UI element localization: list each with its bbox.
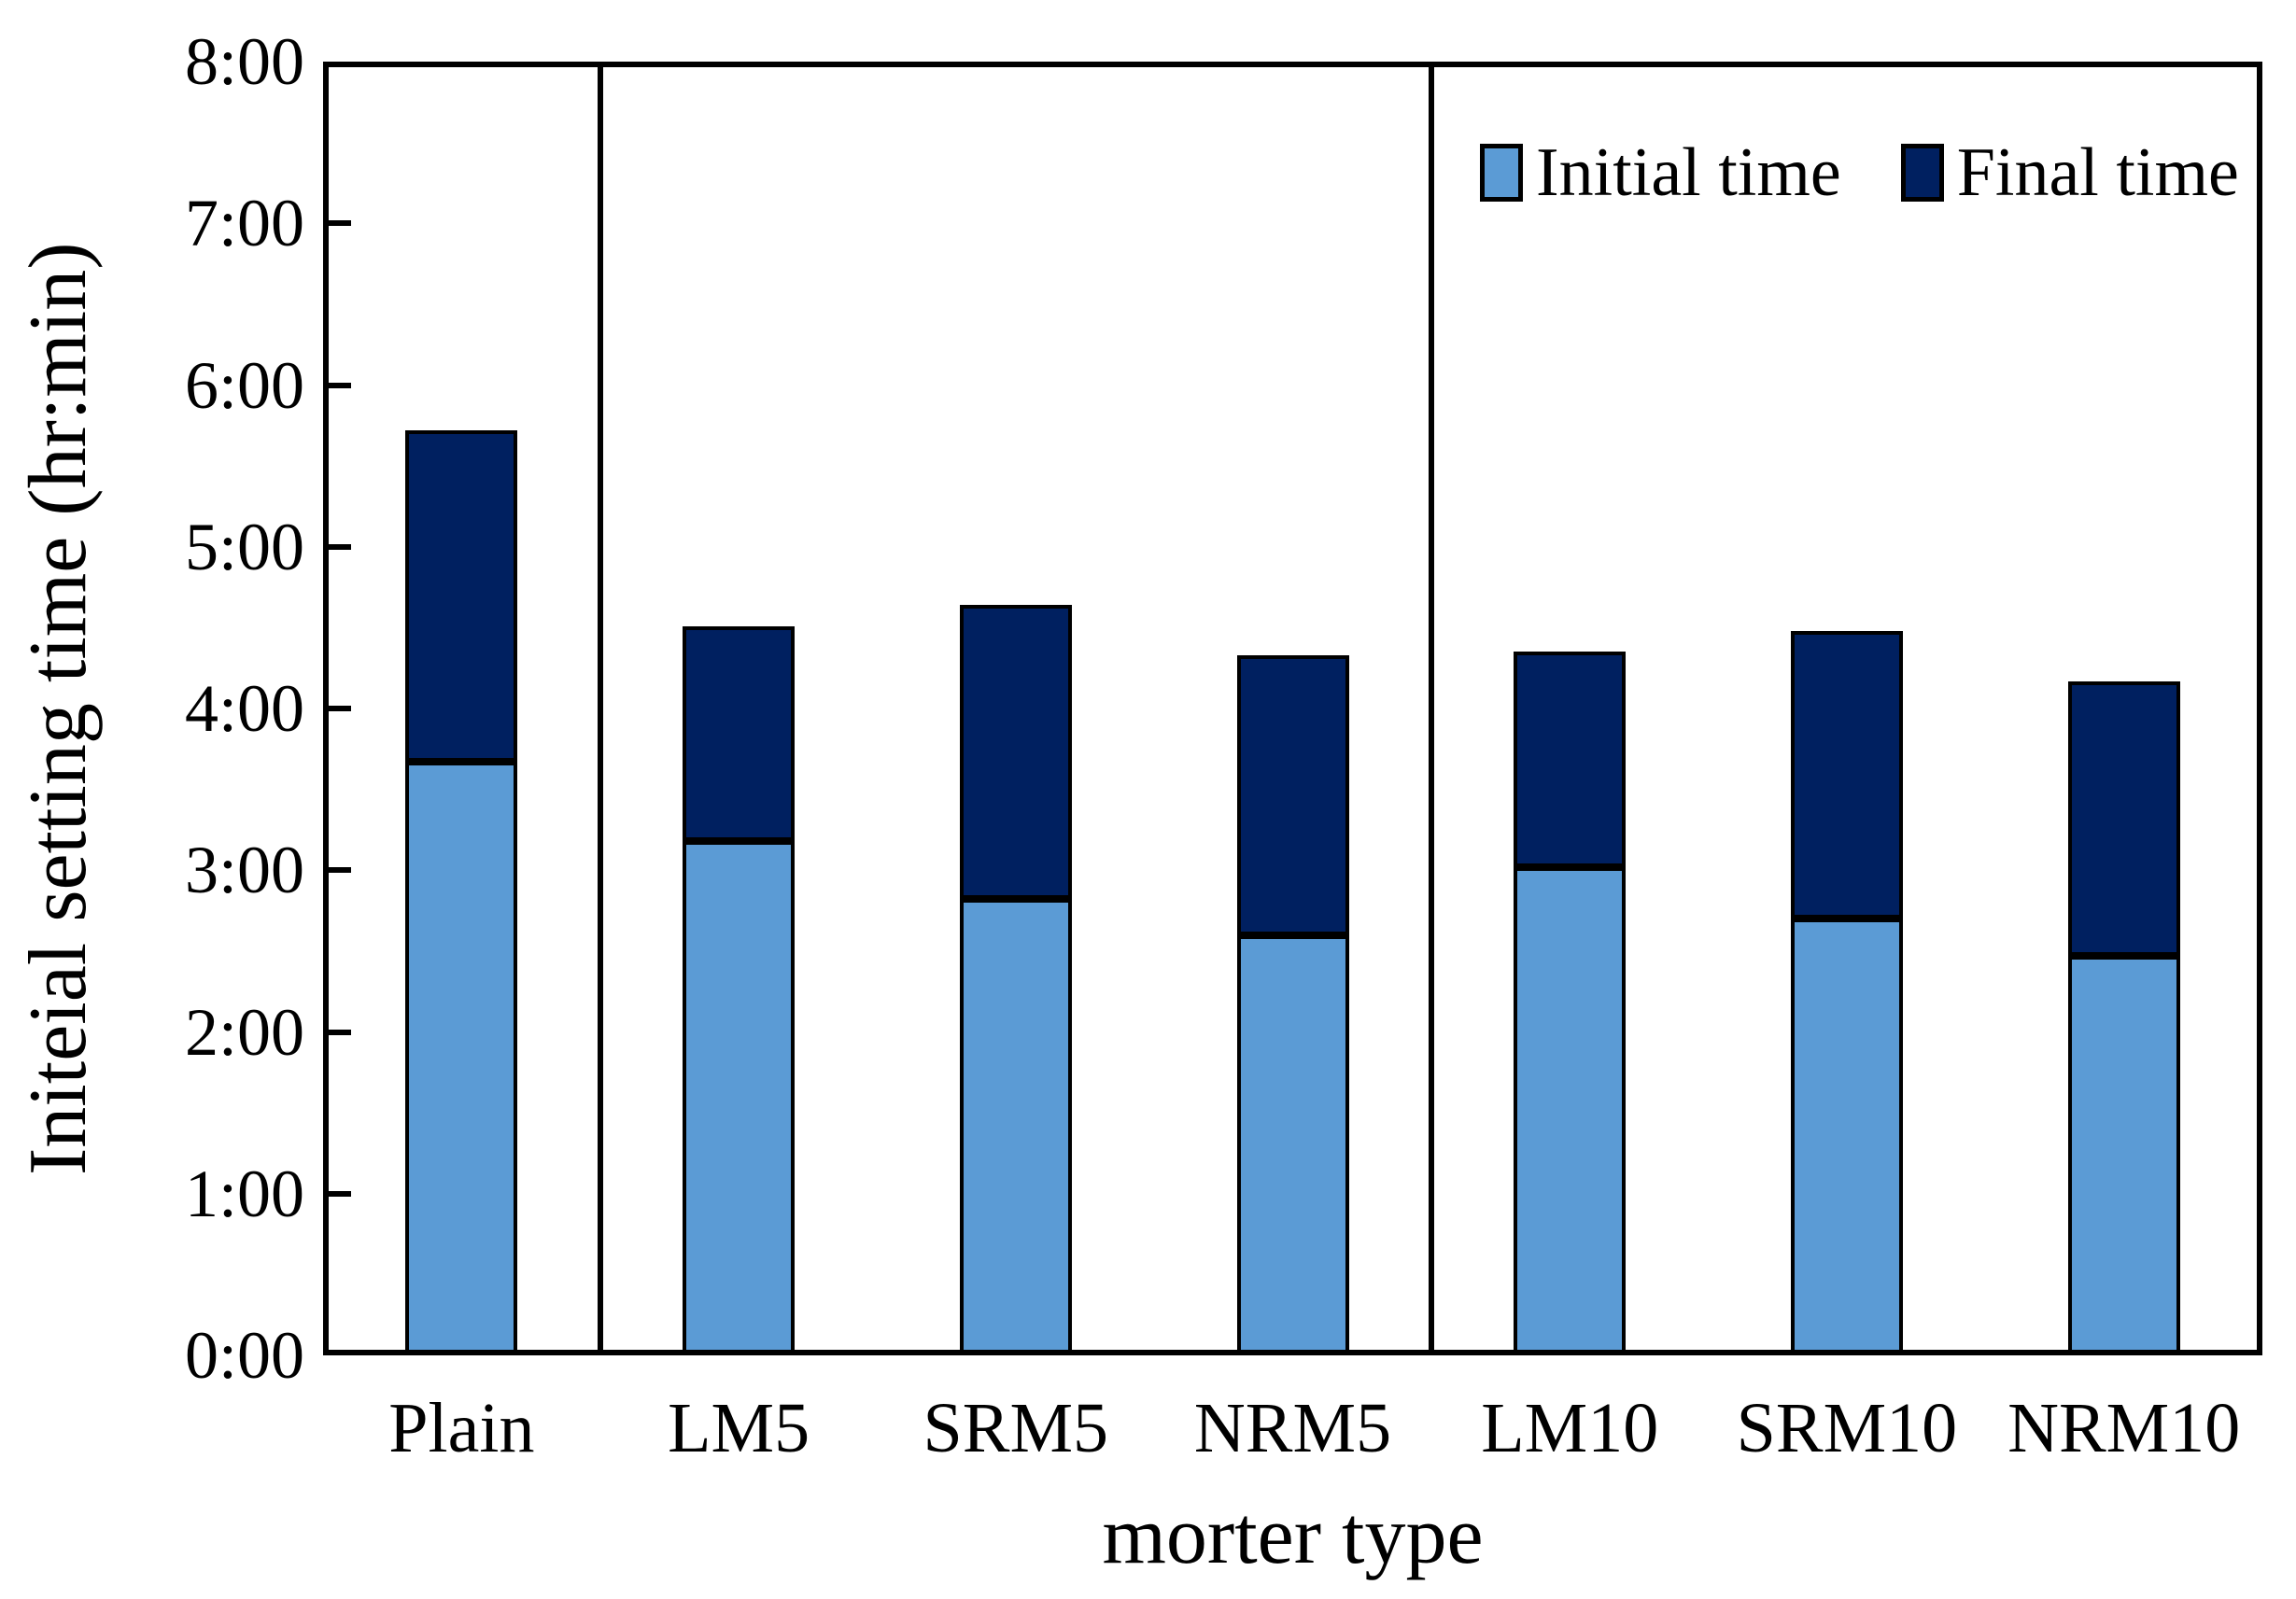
legend-item-final-time: Final time <box>1900 131 2239 215</box>
y-axis-tick <box>323 543 351 550</box>
bar-final-segment-lm10 <box>1514 652 1627 867</box>
y-axis-tick <box>323 1190 351 1197</box>
x-axis-category-label-plain: Plain <box>388 1389 535 1467</box>
bar-final-segment-nrm10 <box>2067 680 2180 957</box>
y-axis-tick-label: 2:00 <box>184 994 304 1070</box>
bar-initial-segment-plain <box>405 762 518 1355</box>
x-axis-category-label-nrm10: NRM10 <box>2007 1389 2241 1467</box>
y-axis-tick-label: 6:00 <box>184 347 304 423</box>
y-axis-tick <box>323 1029 351 1035</box>
bar-final-segment-srm5 <box>959 605 1072 900</box>
y-axis-tick-label: 0:00 <box>184 1318 304 1393</box>
y-axis-tick-label: 5:00 <box>184 509 304 584</box>
group-separator-after-plain <box>597 62 603 1355</box>
x-axis-category-label-srm10: SRM10 <box>1736 1389 1958 1467</box>
legend-label-initial-time: Initial time <box>1536 134 1841 211</box>
y-axis-tick <box>323 382 351 388</box>
y-axis-tick <box>323 220 351 227</box>
bar-final-segment-lm5 <box>683 625 796 842</box>
bar-initial-segment-srm10 <box>1790 919 1903 1355</box>
group-separator-after-nrm5 <box>1428 62 1434 1355</box>
bar-final-segment-plain <box>405 430 518 763</box>
x-axis-title: morter type <box>1102 1491 1484 1581</box>
x-axis-category-label-lm5: LM5 <box>668 1389 810 1467</box>
legend-item-initial-time: Initial time <box>1480 131 1841 215</box>
y-axis-tick-label: 8:00 <box>184 24 304 99</box>
bar-initial-segment-nrm10 <box>2067 956 2180 1355</box>
legend-swatch-final-time-icon <box>1900 144 1944 202</box>
legend: Initial time Final time <box>1480 131 2239 215</box>
y-axis-tick-label: 4:00 <box>184 671 304 746</box>
y-axis-tick <box>323 867 351 874</box>
y-axis-tick-label: 3:00 <box>184 833 304 908</box>
x-axis-category-label-lm10: LM10 <box>1481 1389 1659 1467</box>
y-axis-tick-label: 1:00 <box>184 1156 304 1231</box>
bar-final-segment-nrm5 <box>1236 654 1349 935</box>
x-axis-category-label-srm5: SRM5 <box>923 1389 1109 1467</box>
bar-initial-segment-lm5 <box>683 841 796 1355</box>
bar-initial-segment-srm5 <box>959 899 1072 1355</box>
bar-initial-segment-nrm5 <box>1236 934 1349 1355</box>
y-axis-tick <box>323 706 351 711</box>
legend-swatch-initial-time-icon <box>1480 144 1523 202</box>
bar-final-segment-srm10 <box>1790 630 1903 919</box>
y-axis-tick-label: 7:00 <box>184 186 304 261</box>
bar-initial-segment-lm10 <box>1514 866 1627 1355</box>
x-axis-category-label-nrm5: NRM5 <box>1193 1389 1392 1467</box>
legend-label-final-time: Final time <box>1956 134 2239 211</box>
